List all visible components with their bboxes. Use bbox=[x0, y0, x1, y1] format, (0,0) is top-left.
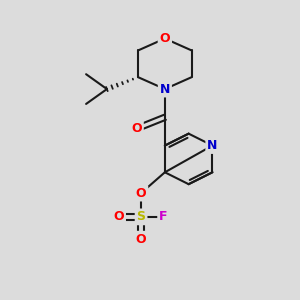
Text: O: O bbox=[136, 233, 146, 246]
Text: N: N bbox=[160, 82, 170, 96]
Text: O: O bbox=[136, 187, 146, 200]
Text: O: O bbox=[113, 210, 124, 224]
Text: F: F bbox=[159, 210, 168, 224]
Text: O: O bbox=[160, 32, 170, 45]
Text: S: S bbox=[136, 210, 146, 224]
Text: N: N bbox=[207, 139, 218, 152]
Text: O: O bbox=[131, 122, 142, 135]
